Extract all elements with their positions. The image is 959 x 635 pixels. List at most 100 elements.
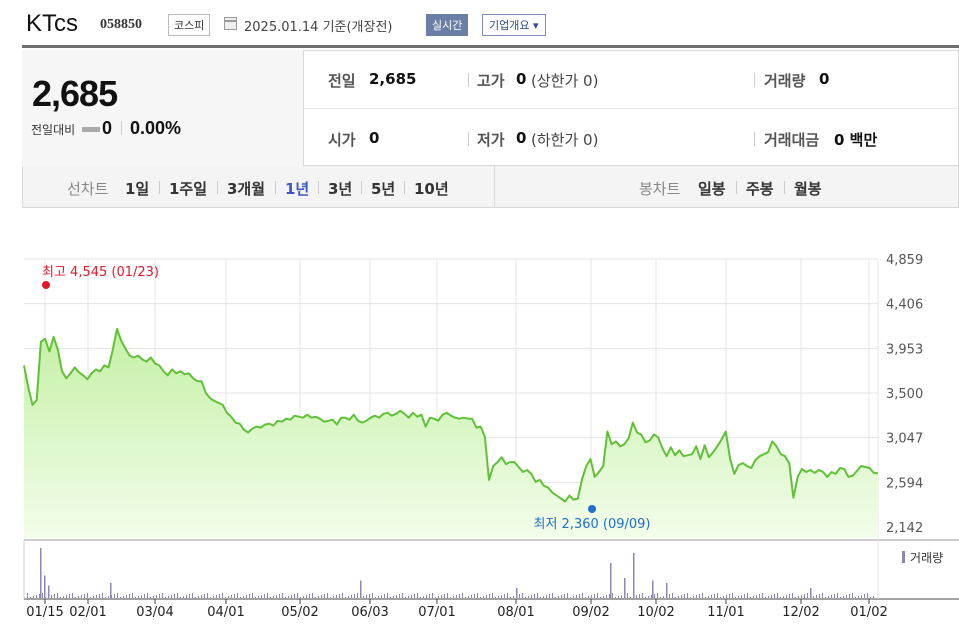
max-marker: [42, 281, 50, 289]
volume-bar: [351, 595, 352, 598]
tab-period-1y[interactable]: 1년: [285, 180, 310, 198]
volume-bar: [138, 596, 139, 598]
volume-bar: [198, 596, 199, 598]
volume-bar: [858, 596, 859, 598]
volume-bar: [105, 597, 106, 598]
volume-bar: [573, 596, 574, 598]
volume-bar: [318, 596, 319, 598]
x-axis-labels: 01/15 02/01 03/04 04/01 05/02 06/03 07/01 08/01…: [26, 599, 888, 620]
tab-divider: [159, 181, 160, 194]
volume-bar: [537, 593, 538, 598]
quote-row-divider: [304, 108, 959, 109]
company-info-dropdown[interactable]: 기업개요 ▾: [482, 14, 546, 36]
volume-bar: [40, 548, 42, 598]
volume-bar: [228, 596, 229, 598]
volume-bar: [639, 594, 640, 598]
volume-bar: [327, 593, 328, 598]
volume-bar: [51, 595, 52, 598]
x-tick-label: 06/03: [351, 605, 388, 620]
volume-bar: [219, 594, 220, 598]
volume-bar: [543, 596, 544, 598]
volume-bar: [798, 596, 799, 598]
volume-bar: [129, 594, 130, 598]
volume-bar: [336, 595, 337, 598]
volume-bar: [804, 594, 805, 598]
volume-bar: [813, 596, 814, 598]
volume-bar: [153, 596, 154, 598]
volume-bar: [651, 595, 652, 598]
tab-period-3y[interactable]: 3년: [328, 180, 353, 198]
volume-value: 0: [819, 70, 830, 88]
volume-bar: [306, 595, 307, 598]
volume-legend-icon: [902, 551, 905, 563]
tab-period-10y[interactable]: 10년: [414, 180, 449, 198]
volume-bar: [453, 596, 454, 598]
tab-candle-monthly[interactable]: 월봉: [794, 180, 822, 198]
volume-bar: [594, 594, 595, 598]
volume-bar: [780, 597, 781, 598]
volume-bar: [606, 595, 607, 598]
volume-bar: [642, 593, 643, 598]
volume-bar: [123, 596, 124, 598]
volume-bar: [852, 593, 853, 598]
volume-bar: [846, 595, 847, 598]
volume-bar: [252, 593, 253, 598]
volume-bar: [369, 594, 370, 598]
volume-bar: [621, 595, 622, 598]
volume-bar: [420, 597, 421, 598]
high-label: 고가: [477, 72, 505, 90]
x-tick-label: 01/15: [26, 605, 63, 620]
volume-bar: [507, 593, 508, 598]
x-tick-label: 05/02: [281, 605, 318, 620]
volume-bar: [504, 594, 505, 598]
volume-bar: [555, 597, 556, 598]
volume-bar: [654, 594, 655, 598]
volume-bar: [408, 596, 409, 598]
volume-bar: [750, 597, 751, 598]
volume-bar: [165, 597, 166, 598]
volume-bar: [807, 593, 808, 598]
volume-bar: [117, 593, 118, 598]
volume-bar: [120, 597, 121, 598]
tab-divider: [318, 181, 319, 194]
volume-bar: [141, 595, 142, 598]
volume-bar: [342, 593, 343, 598]
tab-period-1w[interactable]: 1주일: [169, 180, 208, 198]
volume-bar: [258, 596, 259, 598]
volume-bar: [96, 595, 97, 598]
tab-period-5y[interactable]: 5년: [371, 180, 396, 198]
price-box: 2,685 전일대비 0 0.00%: [22, 50, 304, 166]
volume-bar: [156, 595, 157, 598]
volume-bar: [492, 593, 493, 598]
line-chart-label: 선차트: [67, 180, 109, 198]
x-tick-label: 11/01: [707, 605, 744, 620]
volume-bar: [174, 594, 175, 598]
volume-bar: [345, 597, 346, 598]
tab-period-1d[interactable]: 1일: [125, 180, 150, 198]
tab-candle-weekly[interactable]: 주봉: [746, 180, 774, 198]
tab-period-3m[interactable]: 3개월: [227, 180, 266, 198]
volume-bar: [144, 594, 145, 598]
realtime-button[interactable]: 실시간: [426, 14, 469, 36]
volume-bar: [417, 593, 418, 598]
volume-bar: [132, 593, 133, 598]
volume-bar: [177, 593, 178, 598]
volume-bar: [348, 596, 349, 598]
volume-bar: [615, 597, 616, 598]
volume-bar: [30, 597, 31, 598]
volume-bar: [756, 595, 757, 598]
volume-bar: [267, 593, 268, 598]
volume-bar: [549, 594, 550, 598]
volume-bar: [759, 594, 760, 598]
tab-divider: [361, 181, 362, 194]
volume-bar: [270, 597, 271, 598]
volume-bar: [864, 594, 865, 598]
volume-bar: [216, 595, 217, 598]
volume-bar: [837, 593, 838, 598]
tab-candle-daily[interactable]: 일봉: [698, 180, 726, 198]
volume-bar: [501, 595, 502, 598]
volume-bar: [522, 593, 523, 598]
high-value: 0: [516, 70, 527, 88]
price-chart[interactable]: 4,859 4,406 3,953 3,500 3,047 2,594 2,142 01/1…: [0, 230, 959, 635]
volume-bar: [657, 593, 658, 598]
